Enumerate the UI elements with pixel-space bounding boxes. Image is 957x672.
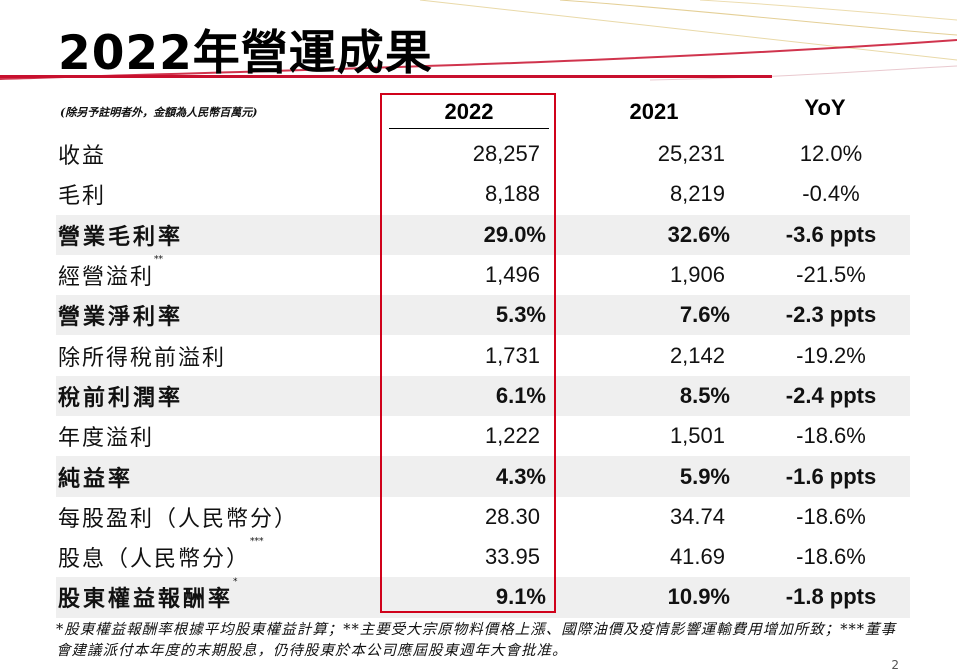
row-label-text: 股東權益報酬率 xyxy=(58,587,234,613)
row-label: 營業毛利率 xyxy=(58,219,183,251)
value-yoy: -18.6% xyxy=(796,544,866,570)
row-label: 經營溢利** xyxy=(58,255,163,291)
value-yoy: -2.3 ppts xyxy=(785,302,877,328)
row-label-text: 股息（人民幣分） xyxy=(58,547,251,573)
table-row: 毛利 8,188 8,219 -0.4% xyxy=(56,174,910,214)
row-label: 收益 xyxy=(58,138,106,170)
value-yoy: -0.4% xyxy=(802,181,860,207)
value-yoy: -1.8 ppts xyxy=(785,584,877,610)
footnote: *股東權益報酬率根據平均股東權益計算；**主要受大宗原物料價格上漲、國際油價及疫… xyxy=(56,622,896,659)
units-note: (除另予註明者外，金額為人民幣百萬元) xyxy=(60,106,258,119)
value-2021: 5.9% xyxy=(679,463,730,489)
value-2022: 1,222 xyxy=(484,423,540,449)
row-label-text: 營業毛利率 xyxy=(58,224,184,250)
table-row: 股息（人民幣分）*** 33.95 41.69 -18.6% xyxy=(56,537,910,577)
footnote-mark: * xyxy=(233,577,238,588)
value-2022: 28.30 xyxy=(484,503,540,529)
row-label: 除所得稅前溢利 xyxy=(58,340,226,372)
value-yoy: -1.6 ppts xyxy=(785,463,877,489)
value-2022: 5.3% xyxy=(495,302,546,328)
table-row: 每股盈利（人民幣分） 28.30 34.74 -18.6% xyxy=(56,497,910,537)
page-number: 2 xyxy=(891,658,899,672)
footnote-mark: ** xyxy=(154,255,164,266)
table-row: 經營溢利** 1,496 1,906 -21.5% xyxy=(56,255,910,295)
table-row: 營業淨利率 5.3% 7.6% -2.3 ppts xyxy=(56,295,910,336)
value-2022: 28,257 xyxy=(472,141,540,167)
value-2021: 41.69 xyxy=(669,544,725,570)
row-label: 股息（人民幣分）*** xyxy=(58,537,264,573)
table-row: 純益率 4.3% 5.9% -1.6 ppts xyxy=(56,456,910,497)
value-2021: 8.5% xyxy=(679,382,730,408)
table-row: 股東權益報酬率* 9.1% 10.9% -1.8 ppts xyxy=(56,577,910,618)
table-row: 稅前利潤率 6.1% 8.5% -2.4 ppts xyxy=(56,375,910,417)
value-2022: 29.0% xyxy=(483,221,546,247)
value-2021: 34.74 xyxy=(669,503,725,529)
value-2022: 6.1% xyxy=(495,382,546,408)
column-header-yoy: YoY xyxy=(804,95,846,120)
value-yoy: 12.0% xyxy=(799,141,863,167)
financial-results-table: 收益 28,257 25,231 12.0% 毛利 8,188 8,219 -0.4% 營業毛利… xyxy=(56,134,910,618)
value-2022: 4.3% xyxy=(495,463,546,489)
row-label: 稅前利潤率 xyxy=(58,380,183,412)
value-yoy: -19.2% xyxy=(796,342,866,368)
row-label-text: 純益率 xyxy=(58,466,134,492)
table-row: 收益 28,257 25,231 12.0% xyxy=(56,134,910,174)
row-label-text: 除所得稅前溢利 xyxy=(58,345,227,371)
row-label-text: 營業淨利率 xyxy=(58,305,184,331)
row-label: 股東權益報酬率* xyxy=(58,577,238,613)
column-header-2021: 2021 xyxy=(629,99,679,124)
value-yoy: -18.6% xyxy=(796,503,866,529)
footnote-mark: *** xyxy=(250,537,264,548)
value-2021: 25,231 xyxy=(657,141,725,167)
value-2021: 2,142 xyxy=(669,342,725,368)
value-2022: 33.95 xyxy=(484,544,540,570)
value-2022: 1,731 xyxy=(484,342,540,368)
value-yoy: -18.6% xyxy=(796,423,866,449)
row-label-text: 收益 xyxy=(58,144,107,170)
title-underline xyxy=(0,75,772,78)
table-row: 除所得稅前溢利 1,731 2,142 -19.2% xyxy=(56,335,910,375)
row-label: 純益率 xyxy=(58,461,133,493)
row-label-text: 經營溢利 xyxy=(58,265,155,291)
row-label: 年度溢利 xyxy=(58,420,154,452)
value-2021: 32.6% xyxy=(667,221,730,247)
row-label: 每股盈利（人民幣分） xyxy=(58,501,298,533)
value-2022: 9.1% xyxy=(495,584,546,610)
row-label-text: 年度溢利 xyxy=(58,426,155,452)
value-2021: 8,219 xyxy=(669,181,725,207)
value-2022: 1,496 xyxy=(484,262,540,288)
value-yoy: -3.6 ppts xyxy=(785,221,877,247)
column-header-2022: 2022 xyxy=(444,99,494,124)
page-title: 2022年營運成果 xyxy=(58,26,433,81)
row-label: 毛利 xyxy=(58,178,106,210)
row-label-text: 稅前利潤率 xyxy=(58,385,184,411)
value-yoy: -21.5% xyxy=(796,262,866,288)
column-header-underline xyxy=(389,128,549,129)
row-label-text: 毛利 xyxy=(58,184,107,210)
value-2021: 10.9% xyxy=(667,584,730,610)
value-yoy: -2.4 ppts xyxy=(785,382,877,408)
table-row: 營業毛利率 29.0% 32.6% -3.6 ppts xyxy=(56,214,910,255)
value-2021: 1,906 xyxy=(669,262,725,288)
row-label: 營業淨利率 xyxy=(58,299,183,331)
value-2021: 7.6% xyxy=(679,302,730,328)
table-row: 年度溢利 1,222 1,501 -18.6% xyxy=(56,416,910,456)
row-label-text: 每股盈利（人民幣分） xyxy=(58,506,299,532)
value-2022: 8,188 xyxy=(484,181,540,207)
value-2021: 1,501 xyxy=(669,423,725,449)
highlight-2022-column xyxy=(380,93,556,613)
